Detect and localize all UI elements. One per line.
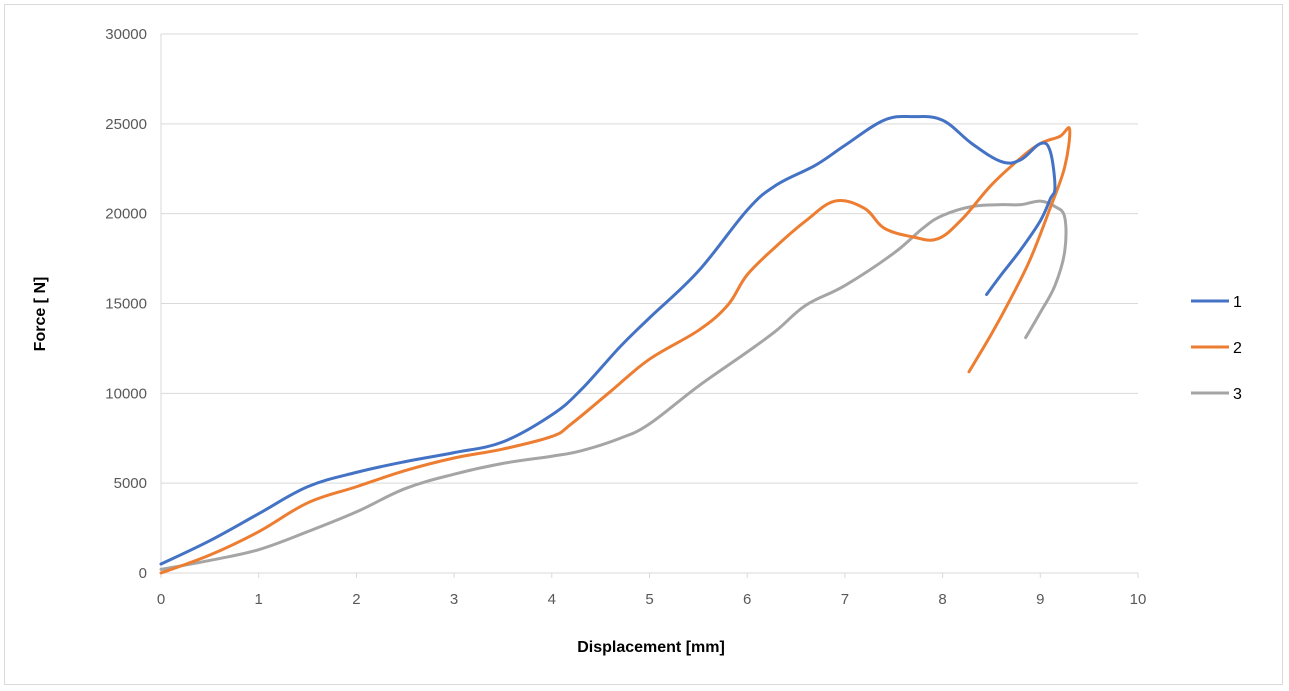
x-tick-label: 0: [157, 591, 165, 608]
y-tick-label: 5000: [114, 475, 147, 492]
gridlines: [161, 33, 1138, 484]
x-axis-title: Displacement [mm]: [577, 639, 725, 656]
y-tick-label: 30000: [105, 26, 147, 43]
y-tick-label: 0: [139, 565, 147, 582]
x-tick-label: 9: [1036, 591, 1044, 608]
y-tick-label: 15000: [105, 296, 147, 313]
x-tick-label: 5: [645, 591, 653, 608]
force-displacement-chart: 0 5000 10000 15000 20000 25000 30000 0 1 2 3 4 5 6 7 8 9…: [32, 26, 1242, 656]
legend: 1 2 3: [1191, 294, 1242, 403]
y-tick-label: 10000: [105, 385, 147, 402]
series-line-2: [159, 126, 1072, 575]
x-tick-label: 7: [841, 591, 849, 608]
x-tick-label: 8: [938, 591, 946, 608]
y-tick-label: 20000: [105, 206, 147, 223]
tick-labels: 0 5000 10000 15000 20000 25000 30000 0 1 2 3 4 5 6 7 8 9…: [105, 26, 1146, 608]
x-tick-label: 2: [352, 591, 360, 608]
x-tick-label: 1: [255, 591, 263, 608]
x-tick-label: 10: [1130, 591, 1147, 608]
chart-area: 0 5000 10000 15000 20000 25000 30000 0 1 2 3 4 5 6 7 8 9…: [4, 4, 1283, 685]
series-line-3: [159, 199, 1068, 571]
x-tick-label: 3: [450, 591, 458, 608]
legend-label-3: 3: [1233, 386, 1242, 403]
legend-label-2: 2: [1233, 340, 1242, 357]
legend-label-1: 1: [1233, 294, 1242, 311]
y-axis-title: Force [ N]: [32, 277, 49, 352]
y-tick-label: 25000: [105, 116, 147, 133]
x-tick-label: 6: [743, 591, 751, 608]
series-lines: [159, 114, 1072, 575]
x-tick-label: 4: [548, 591, 556, 608]
series-line-1: [159, 114, 1057, 566]
axes: [160, 34, 1139, 578]
